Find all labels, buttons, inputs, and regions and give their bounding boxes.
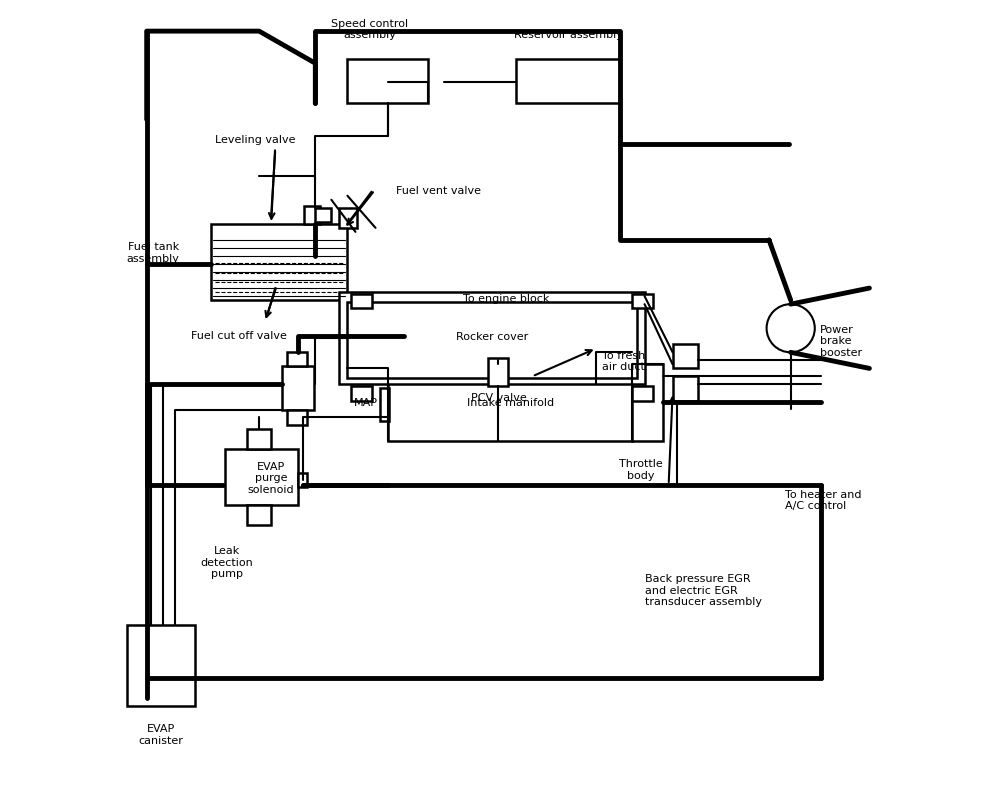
Bar: [673, 345, 698, 369]
Text: Rocker cover: Rocker cover: [456, 332, 528, 342]
Text: PCV valve: PCV valve: [471, 393, 526, 403]
Bar: [351, 387, 372, 401]
Text: MAP: MAP: [354, 398, 378, 407]
Bar: [287, 352, 307, 367]
Bar: [298, 473, 307, 488]
Bar: [304, 207, 320, 225]
Text: Speed control
assembly: Speed control assembly: [331, 18, 408, 40]
Text: Fuel tank
assembly: Fuel tank assembly: [126, 242, 179, 263]
Bar: [339, 293, 645, 385]
Text: EVAP
purge
solenoid: EVAP purge solenoid: [248, 461, 294, 494]
Text: Leveling valve: Leveling valve: [215, 135, 295, 144]
Bar: [282, 367, 314, 411]
Bar: [347, 302, 637, 379]
Bar: [351, 294, 372, 309]
Text: Fuel cut off valve: Fuel cut off valve: [191, 330, 287, 340]
Bar: [632, 387, 653, 401]
Text: Reservoir assembly: Reservoir assembly: [514, 30, 623, 40]
Bar: [673, 377, 698, 401]
Text: EVAP
canister: EVAP canister: [139, 723, 184, 745]
Bar: [339, 209, 357, 229]
Bar: [516, 60, 620, 104]
Text: Fuel vent valve: Fuel vent valve: [396, 186, 481, 196]
Bar: [632, 365, 663, 441]
Text: To heater and
A/C control: To heater and A/C control: [785, 489, 862, 511]
Text: Back pressure EGR
and electric EGR
transducer assembly: Back pressure EGR and electric EGR trans…: [645, 573, 762, 606]
Text: Throttle
body: Throttle body: [619, 459, 662, 480]
Bar: [632, 294, 653, 309]
Text: To engine block: To engine block: [463, 294, 550, 303]
Text: To fresh
air duct: To fresh air duct: [602, 350, 645, 371]
Bar: [488, 358, 508, 387]
Bar: [287, 411, 307, 425]
Bar: [315, 209, 331, 223]
Bar: [211, 225, 347, 301]
Text: Leak
detection
pump: Leak detection pump: [201, 545, 253, 578]
Bar: [380, 389, 389, 421]
Bar: [225, 449, 298, 505]
Text: Power
brake
booster: Power brake booster: [820, 324, 862, 358]
Bar: [388, 365, 632, 441]
Bar: [247, 429, 271, 449]
Bar: [347, 60, 428, 104]
Bar: [127, 626, 195, 706]
Text: Intake manifold: Intake manifold: [467, 398, 554, 407]
Bar: [247, 505, 271, 525]
